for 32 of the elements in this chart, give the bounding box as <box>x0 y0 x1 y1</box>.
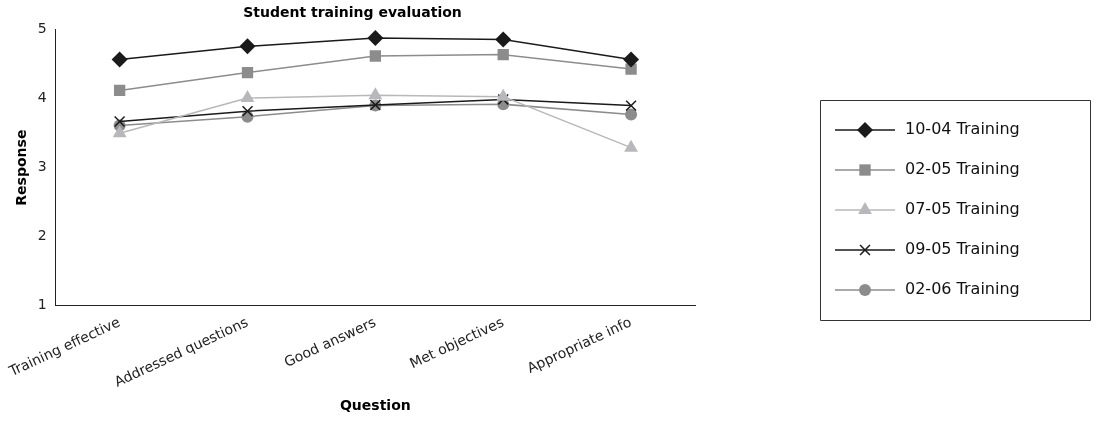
point <box>497 93 509 106</box>
point <box>495 31 512 48</box>
point <box>625 108 638 121</box>
y-tick-label: 4 <box>37 89 47 106</box>
point <box>113 84 126 97</box>
point <box>623 51 640 68</box>
point <box>241 105 254 117</box>
point <box>113 115 126 128</box>
point <box>625 99 637 112</box>
point <box>241 66 254 79</box>
y-tick-label: 3 <box>37 158 47 175</box>
y-axis-title: Response <box>13 129 30 206</box>
point <box>368 87 383 100</box>
point <box>111 51 128 68</box>
legend-label: 09-05 Training <box>905 239 1020 259</box>
y-tick-label: 2 <box>37 227 47 244</box>
legend-label: 07-05 Training <box>905 199 1020 219</box>
point <box>497 48 509 61</box>
point <box>367 30 384 47</box>
point <box>240 90 255 103</box>
legend-label: 02-06 Training <box>905 279 1020 299</box>
chart-title: Student training evaluation <box>243 4 462 21</box>
point <box>624 139 638 152</box>
point <box>239 38 256 55</box>
point <box>496 88 511 101</box>
y-tick-label: 5 <box>37 20 47 37</box>
point <box>369 50 382 62</box>
y-tick-label: 1 <box>37 296 47 313</box>
legend-label: 10-04 Training <box>905 119 1020 139</box>
x-axis-title: Question <box>339 397 411 414</box>
point <box>112 125 127 138</box>
legend-label: 02-05 Training <box>905 159 1020 179</box>
